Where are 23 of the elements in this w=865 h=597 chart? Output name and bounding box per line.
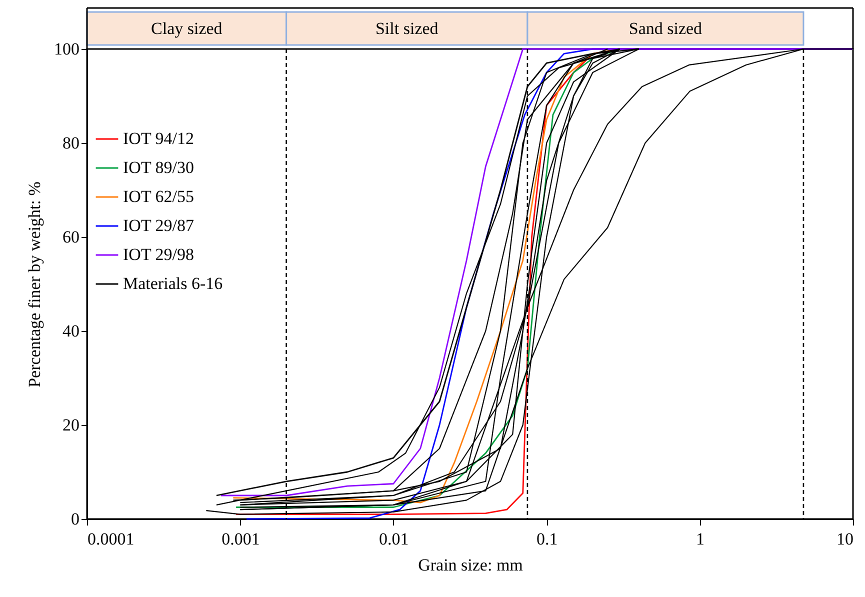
text: Clay sized bbox=[151, 19, 223, 38]
x-tick-label: 0.0001 bbox=[88, 530, 134, 548]
x-axis-title: Grain size: mm bbox=[418, 556, 523, 574]
x-tick-label: 0.001 bbox=[222, 530, 260, 548]
text: Silt sized bbox=[375, 19, 439, 38]
y-tick-label: 60 bbox=[62, 228, 80, 246]
x-tick-label: 10 bbox=[836, 530, 854, 548]
y-tick-label: 100 bbox=[54, 40, 80, 58]
y-tick-label: 80 bbox=[62, 134, 80, 152]
text: Sand sized bbox=[628, 19, 703, 38]
x-tick-label: 1 bbox=[696, 530, 705, 548]
legend-label: IOT 89/30 bbox=[123, 158, 194, 177]
y-tick-label: 20 bbox=[62, 416, 80, 434]
y-tick-label: 40 bbox=[62, 322, 80, 340]
legend-label: IOT 29/98 bbox=[123, 245, 194, 264]
legend-label: IOT 29/87 bbox=[123, 216, 194, 235]
x-tick-label: 0.1 bbox=[536, 530, 558, 548]
x-tick-label: 0.01 bbox=[379, 530, 409, 548]
y-tick-label: 0 bbox=[71, 510, 80, 528]
y-axis-title: Percentage finer by weight: % bbox=[25, 182, 44, 388]
legend-label: Materials 6-16 bbox=[123, 274, 223, 293]
legend-label: IOT 62/55 bbox=[123, 187, 194, 206]
legend-label: IOT 94/12 bbox=[123, 129, 194, 148]
